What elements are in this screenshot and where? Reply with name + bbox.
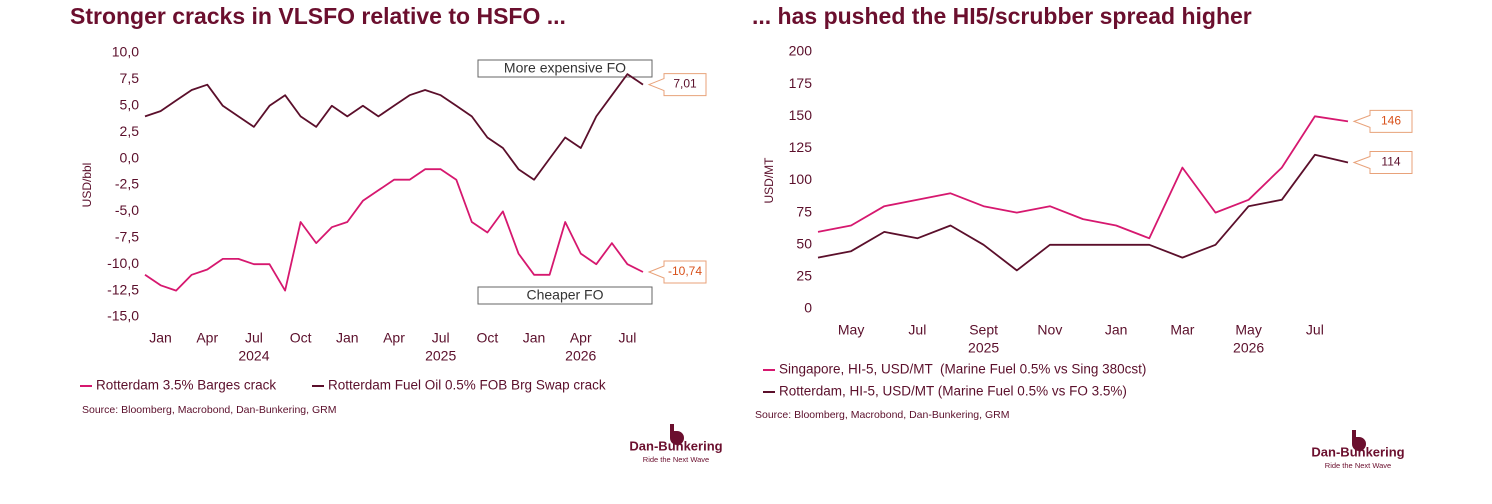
chart-title: ... has pushed the HI5/scrubber spread h…	[752, 3, 1252, 29]
x-tick-label: Jan	[336, 330, 359, 346]
callout	[647, 73, 707, 97]
line-series	[144, 168, 644, 292]
annotation: More expensive FO	[504, 60, 626, 76]
year-label: 2025	[425, 348, 456, 364]
x-tick-label: Jul	[245, 330, 263, 346]
annotation-box	[477, 59, 653, 78]
x-tick-label: Jan	[149, 330, 172, 346]
x-tick-label: Jul	[1306, 322, 1324, 338]
x-tick-label: Jan	[523, 330, 546, 346]
y-tick-label: 175	[789, 75, 813, 91]
x-tick-label: Jul	[618, 330, 636, 346]
chart-title: Stronger cracks in VLSFO relative to HSF…	[70, 3, 566, 29]
data-label: 114	[1381, 155, 1400, 169]
annotation-box	[477, 286, 653, 305]
y-tick-label: -2,5	[115, 176, 139, 192]
y-tick-label: 2,5	[120, 123, 140, 139]
x-tick-label: Oct	[290, 330, 312, 346]
x-tick-label: Jul	[908, 322, 926, 338]
y-axis-label: USD/MT	[762, 157, 776, 204]
logo-tagline: Ride the Next Wave	[1325, 461, 1391, 470]
logo-icon	[1352, 430, 1366, 451]
x-tick-label: Nov	[1037, 322, 1062, 338]
data-label: 7,01	[673, 77, 697, 91]
year-label: 2026	[565, 348, 596, 364]
year-label: 2026	[1233, 340, 1264, 356]
y-tick-label: 50	[796, 235, 812, 251]
callout	[1352, 109, 1413, 133]
callout	[1352, 151, 1413, 175]
logo-icon	[670, 424, 684, 445]
y-tick-label: -12,5	[107, 281, 139, 297]
y-tick-label: 7,5	[120, 70, 140, 86]
x-tick-label: Apr	[383, 330, 405, 346]
x-tick-label: May	[838, 322, 864, 338]
y-tick-label: 25	[796, 268, 812, 284]
x-tick-label: Jan	[1105, 322, 1128, 338]
y-tick-label: -7,5	[115, 229, 139, 245]
line-series	[817, 153, 1349, 272]
y-tick-label: -15,0	[107, 308, 139, 324]
x-tick-label: May	[1235, 322, 1261, 338]
line-series	[144, 73, 644, 181]
legend-label: Rotterdam, HI-5, USD/MT (Marine Fuel 0.5…	[779, 384, 1127, 399]
legend-label: Rotterdam 3.5% Barges crack	[96, 378, 276, 393]
y-tick-label: -5,0	[115, 202, 139, 218]
y-axis-label: USD/bbl	[80, 163, 94, 208]
year-label: 2024	[238, 348, 269, 364]
y-tick-label: 5,0	[120, 97, 140, 113]
y-tick-label: 10,0	[112, 44, 139, 60]
source: Source: Bloomberg, Macrobond, Dan-Bunker…	[82, 404, 336, 416]
logo-tagline: Ride the Next Wave	[643, 455, 709, 464]
legend-label: Rotterdam Fuel Oil 0.5% FOB Brg Swap cra…	[328, 378, 606, 393]
annotation: Cheaper FO	[526, 287, 603, 303]
x-tick-label: Apr	[196, 330, 218, 346]
y-tick-label: 0	[804, 300, 812, 316]
x-tick-label: Mar	[1170, 322, 1194, 338]
y-tick-label: 150	[789, 107, 813, 123]
y-tick-label: 0,0	[120, 149, 140, 165]
y-tick-label: 75	[796, 203, 812, 219]
logo: Dan-Bunkering Ride the Next Wave	[629, 424, 723, 464]
x-tick-label: Sept	[969, 322, 998, 338]
logo-name: Dan-Bunkering	[1311, 444, 1404, 459]
y-tick-label: -10,0	[107, 255, 139, 271]
legend-label: Singapore, HI-5, USD/MT (Marine Fuel 0.5…	[779, 362, 1146, 377]
line-series	[817, 115, 1349, 240]
year-label: 2025	[968, 340, 999, 356]
source: Source: Bloomberg, Macrobond, Dan-Bunker…	[755, 409, 1009, 421]
logo: Dan-Bunkering Ride the Next Wave	[1311, 430, 1405, 470]
x-tick-label: Apr	[570, 330, 592, 346]
callout	[647, 260, 707, 284]
y-tick-label: 100	[789, 171, 813, 187]
data-label: -10,74	[668, 264, 702, 278]
y-tick-label: 200	[789, 43, 813, 59]
x-tick-label: Oct	[476, 330, 498, 346]
logo-name: Dan-Bunkering	[629, 438, 722, 453]
x-tick-label: Jul	[432, 330, 450, 346]
y-tick-label: 125	[789, 139, 813, 155]
data-label: 146	[1381, 114, 1401, 128]
